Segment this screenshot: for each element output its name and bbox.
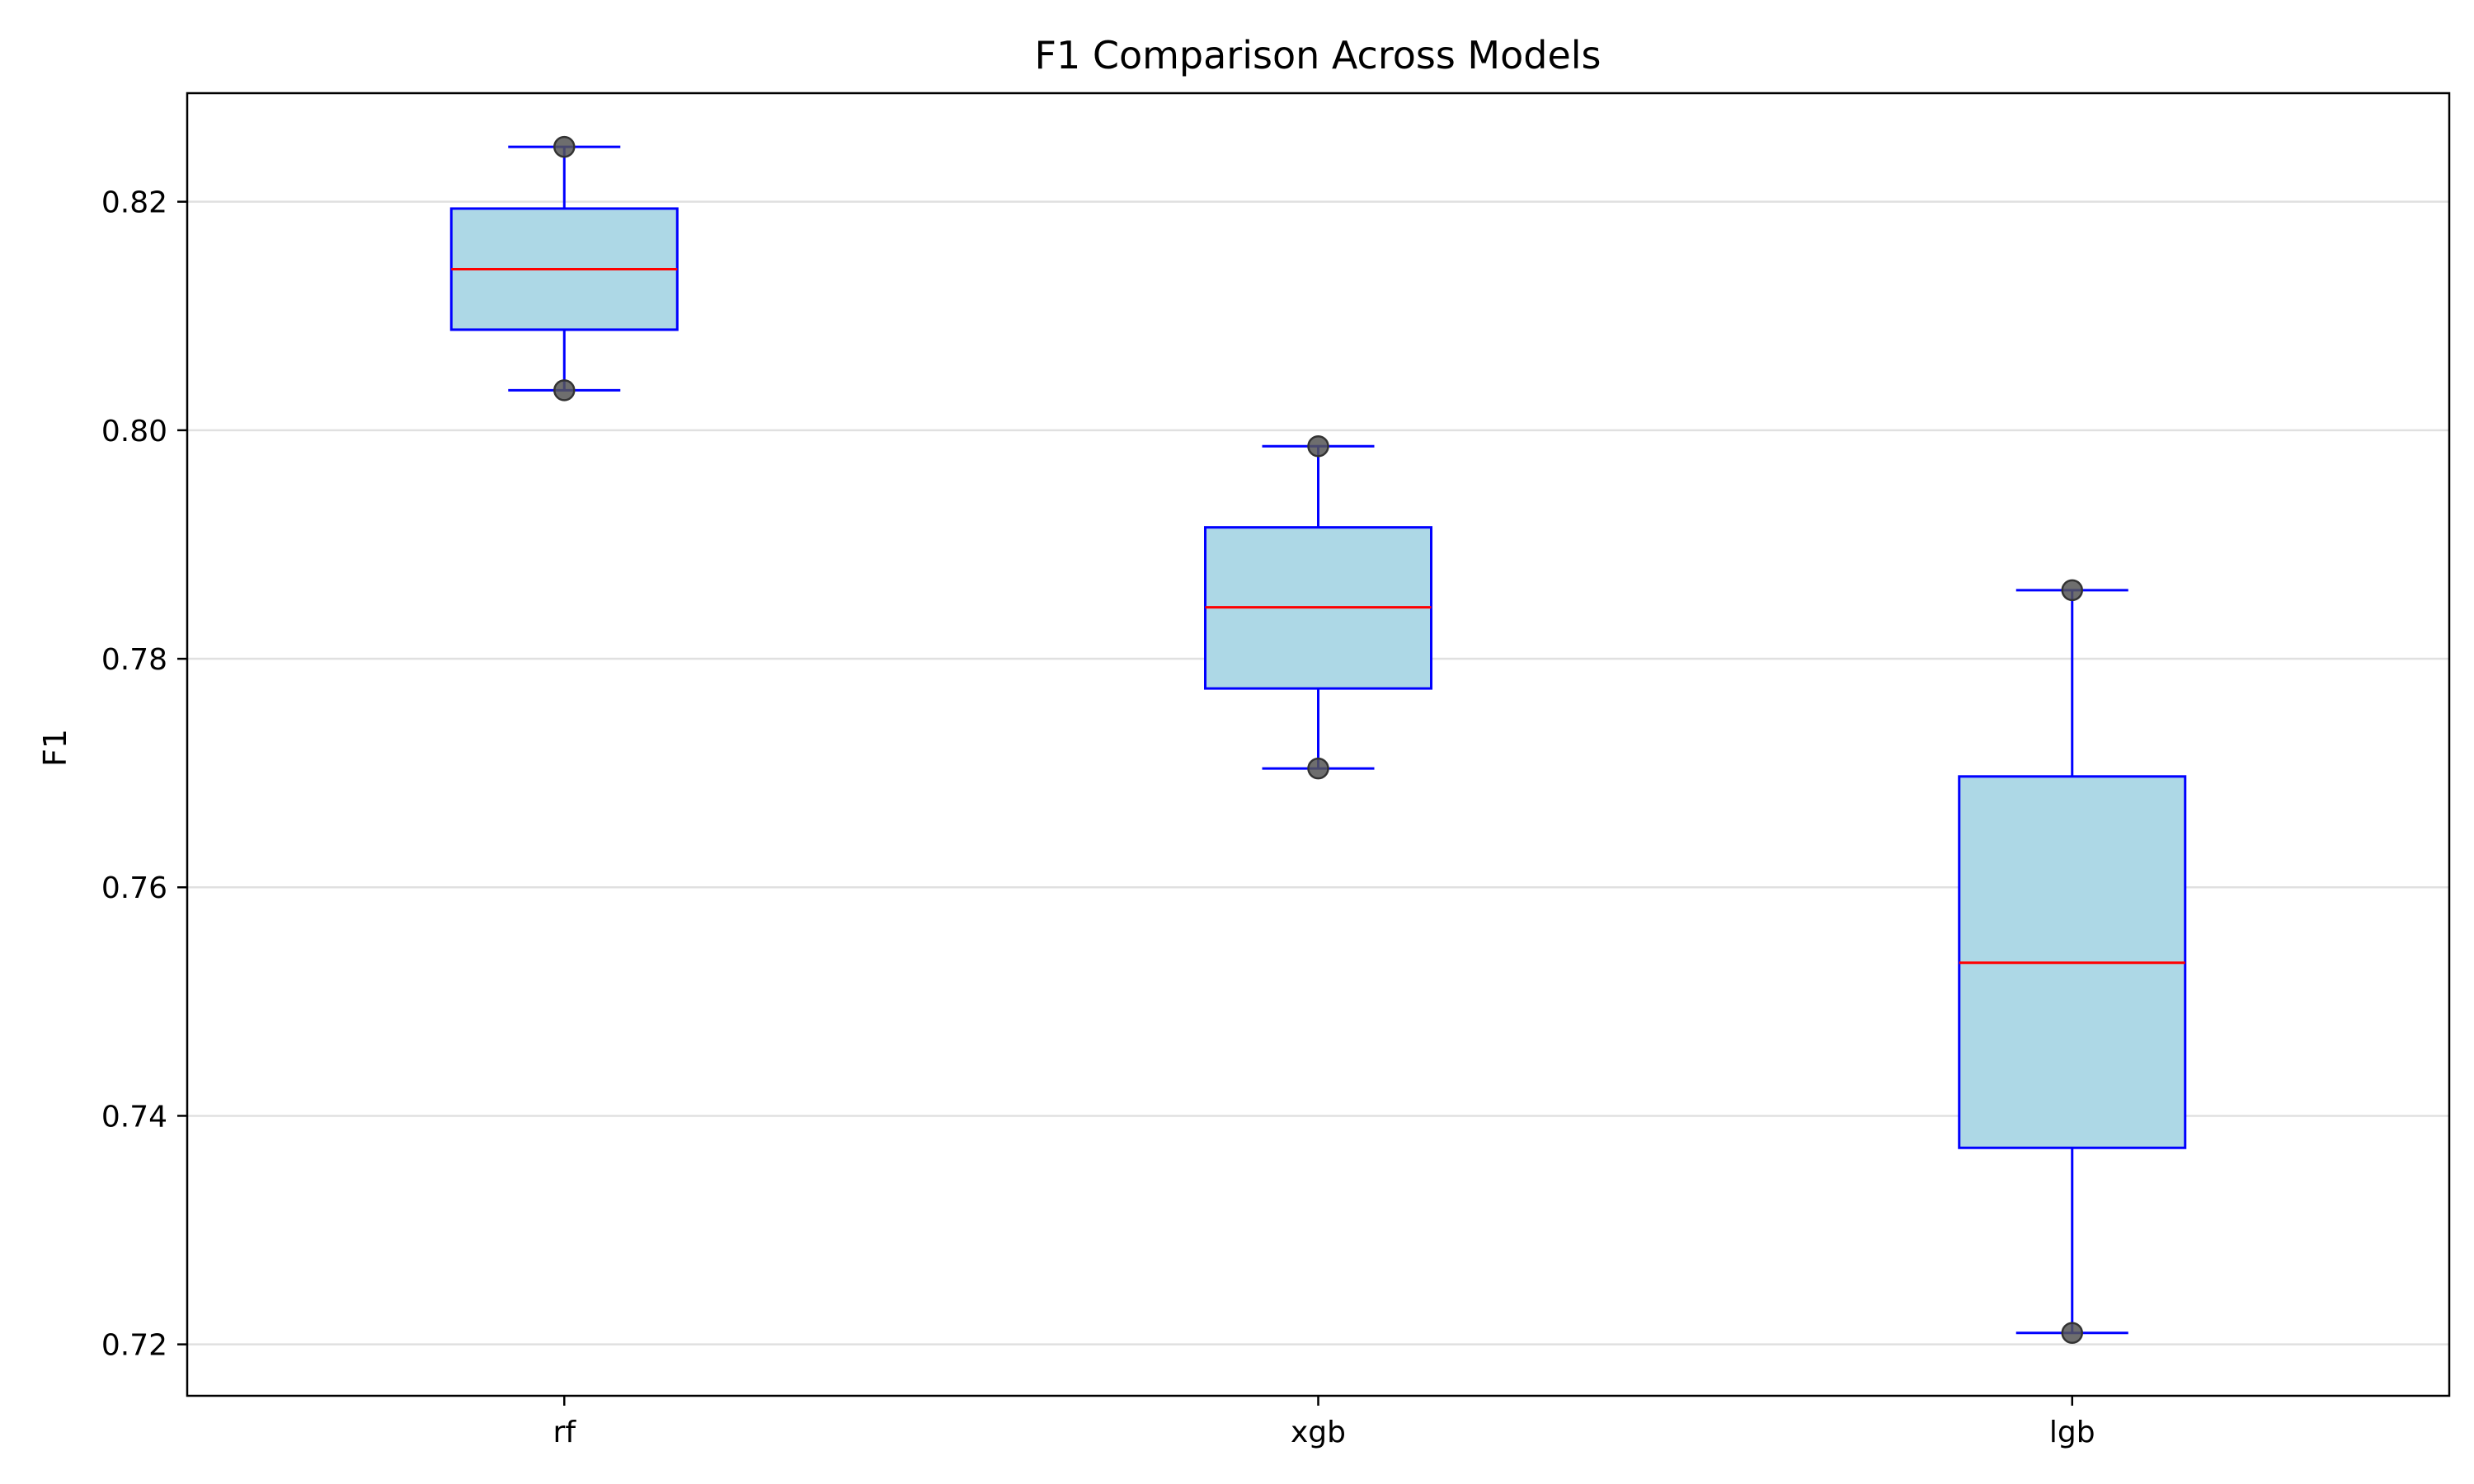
- y-tick-label: 0.76: [101, 871, 167, 905]
- point-layer: [553, 135, 2083, 1345]
- chart-title: F1 Comparison Across Models: [1034, 33, 1601, 77]
- x-tick-label: rf: [553, 1416, 577, 1449]
- y-tick-label: 0.78: [101, 643, 167, 677]
- data-point: [553, 379, 576, 402]
- y-axis-label: F1: [37, 729, 73, 767]
- y-tick-label: 0.80: [101, 415, 167, 448]
- x-axis-ticks: rf xgb lgb: [553, 1396, 2095, 1449]
- y-tick-label: 0.74: [101, 1100, 167, 1134]
- box-group-rf: [449, 145, 679, 392]
- box-group-xgb: [1204, 444, 1432, 770]
- box-layer: [449, 145, 2187, 1335]
- y-tick-label: 0.72: [101, 1329, 167, 1363]
- data-point: [1307, 757, 1329, 780]
- data-point: [1307, 435, 1329, 458]
- data-point: [2061, 579, 2083, 602]
- box-group-lgb: [1958, 589, 2187, 1335]
- y-tick-label: 0.82: [101, 186, 167, 220]
- y-axis-ticks: 0.72 0.74 0.76 0.78 0.80 0.82: [101, 186, 187, 1363]
- data-point: [2061, 1322, 2083, 1345]
- x-tick-label: xgb: [1291, 1416, 1346, 1449]
- x-tick-label: lgb: [2049, 1416, 2095, 1449]
- data-point: [553, 135, 576, 158]
